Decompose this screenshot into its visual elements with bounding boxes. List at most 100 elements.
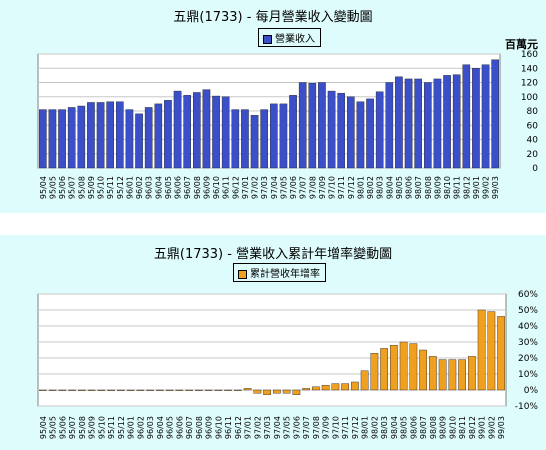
bar bbox=[414, 78, 422, 169]
x-tick-label: 97/07 bbox=[299, 176, 308, 199]
bar bbox=[487, 311, 496, 391]
x-tick-label: 97/04 bbox=[270, 176, 279, 199]
bar bbox=[185, 389, 193, 391]
bar bbox=[202, 89, 211, 169]
x-tick-label: 96/10 bbox=[212, 176, 221, 199]
bar bbox=[58, 389, 67, 391]
y-tick-label: 100 bbox=[521, 93, 538, 103]
bar bbox=[156, 389, 164, 391]
x-tick-label: 95/09 bbox=[88, 416, 97, 439]
bar bbox=[279, 103, 288, 169]
x-tick-label: 96/04 bbox=[156, 416, 165, 439]
y-tick-label: 30% bbox=[518, 338, 538, 348]
x-tick-label: 96/05 bbox=[166, 416, 175, 439]
growth-chart-panel: 五鼎(1733) - 營業收入累計年增率變動圖 累計營收年增率 -10% 0% 10… bbox=[0, 235, 546, 450]
x-tick-label: 95/04 bbox=[39, 176, 48, 199]
bar bbox=[107, 389, 115, 391]
x-tick-label: 96/08 bbox=[193, 176, 202, 199]
bar bbox=[183, 95, 191, 169]
x-tick-label: 99/01 bbox=[472, 176, 481, 199]
x-tick-label: 95/04 bbox=[39, 416, 48, 439]
bar bbox=[273, 389, 281, 394]
bar bbox=[429, 356, 437, 391]
x-tick-label: 97/05 bbox=[279, 176, 288, 199]
bar bbox=[136, 389, 145, 391]
bar bbox=[448, 359, 457, 391]
chart-legend: 累計營收年增率 bbox=[233, 263, 326, 282]
bar bbox=[164, 100, 172, 169]
x-tick-label: 95/08 bbox=[77, 176, 86, 199]
y-tick-label: 160 bbox=[521, 50, 538, 60]
x-tick-label: 98/12 bbox=[468, 416, 477, 439]
bar bbox=[356, 101, 365, 169]
x-tick-label: 97/12 bbox=[347, 176, 356, 199]
x-tick-label: 96/07 bbox=[185, 416, 194, 439]
x-tick-label: 97/08 bbox=[312, 416, 321, 439]
x-tick-label: 97/11 bbox=[341, 416, 350, 439]
bar bbox=[146, 389, 154, 391]
bar bbox=[452, 74, 461, 169]
x-tick-label: 98/07 bbox=[419, 416, 428, 439]
bar bbox=[204, 389, 213, 391]
x-tick-label: 99/01 bbox=[478, 416, 487, 439]
bar bbox=[87, 389, 96, 391]
y-tick-label: 20% bbox=[518, 354, 538, 364]
x-tick-label: 95/12 bbox=[117, 416, 126, 439]
bar bbox=[472, 68, 480, 169]
x-tick-label: 95/05 bbox=[49, 416, 58, 439]
y-tick-label: 140 bbox=[521, 64, 538, 74]
bar bbox=[312, 386, 320, 391]
bar bbox=[221, 96, 230, 169]
growth-bar-chart: -10%0%10%20%30%40%50%60%95/04 95/05 95/06 9… bbox=[37, 290, 539, 439]
x-tick-label: 98/05 bbox=[395, 176, 404, 199]
x-tick-label: 95/06 bbox=[58, 416, 67, 439]
bar bbox=[234, 389, 242, 391]
bar bbox=[375, 91, 384, 169]
x-tick-label: 98/02 bbox=[370, 416, 379, 439]
bar bbox=[165, 389, 174, 391]
bar bbox=[96, 102, 105, 169]
bar bbox=[424, 82, 432, 169]
y-tick-label: 10% bbox=[518, 370, 538, 380]
bar bbox=[193, 92, 201, 169]
x-tick-label: 98/03 bbox=[380, 416, 389, 439]
legend-label: 營業收入 bbox=[275, 34, 315, 45]
x-tick-label: 96/06 bbox=[175, 416, 184, 439]
bar bbox=[289, 95, 297, 169]
x-tick-label: 97/10 bbox=[331, 416, 340, 439]
x-tick-label: 98/08 bbox=[429, 416, 438, 439]
x-tick-label: 95/09 bbox=[87, 176, 96, 199]
bar bbox=[195, 389, 203, 391]
x-tick-label: 96/08 bbox=[195, 416, 204, 439]
x-tick-label: 96/11 bbox=[222, 176, 231, 199]
bar bbox=[318, 82, 326, 169]
bar bbox=[462, 64, 471, 169]
revenue-chart-panel: 五鼎(1733) - 每月營業收入變動圖 營業收入 百萬元 0 20 40 60 80 1… bbox=[0, 0, 546, 213]
y-tick-label: 0 bbox=[532, 164, 538, 174]
x-tick-label: 96/06 bbox=[174, 176, 183, 199]
bar bbox=[327, 90, 336, 169]
bar bbox=[67, 107, 76, 169]
bar bbox=[308, 83, 317, 169]
bar bbox=[481, 64, 490, 169]
legend-swatch-icon bbox=[263, 34, 272, 44]
y-tick-label: -10% bbox=[515, 402, 539, 412]
plot-area bbox=[37, 293, 507, 407]
bar bbox=[106, 101, 114, 169]
bar bbox=[241, 109, 249, 169]
bar bbox=[351, 381, 359, 391]
y-tick-label: 20 bbox=[527, 150, 539, 160]
bar bbox=[341, 383, 349, 391]
bar bbox=[497, 316, 505, 391]
bar bbox=[270, 103, 278, 169]
y-tick-label: 50% bbox=[518, 306, 538, 316]
x-tick-label: 95/10 bbox=[97, 416, 106, 439]
x-tick-label: 95/07 bbox=[68, 416, 77, 439]
bar bbox=[385, 82, 394, 169]
x-tick-label: 96/01 bbox=[125, 176, 134, 199]
x-tick-label: 98/06 bbox=[405, 176, 414, 199]
x-tick-label: 96/03 bbox=[145, 176, 154, 199]
bar bbox=[250, 115, 259, 169]
bar bbox=[399, 341, 408, 391]
